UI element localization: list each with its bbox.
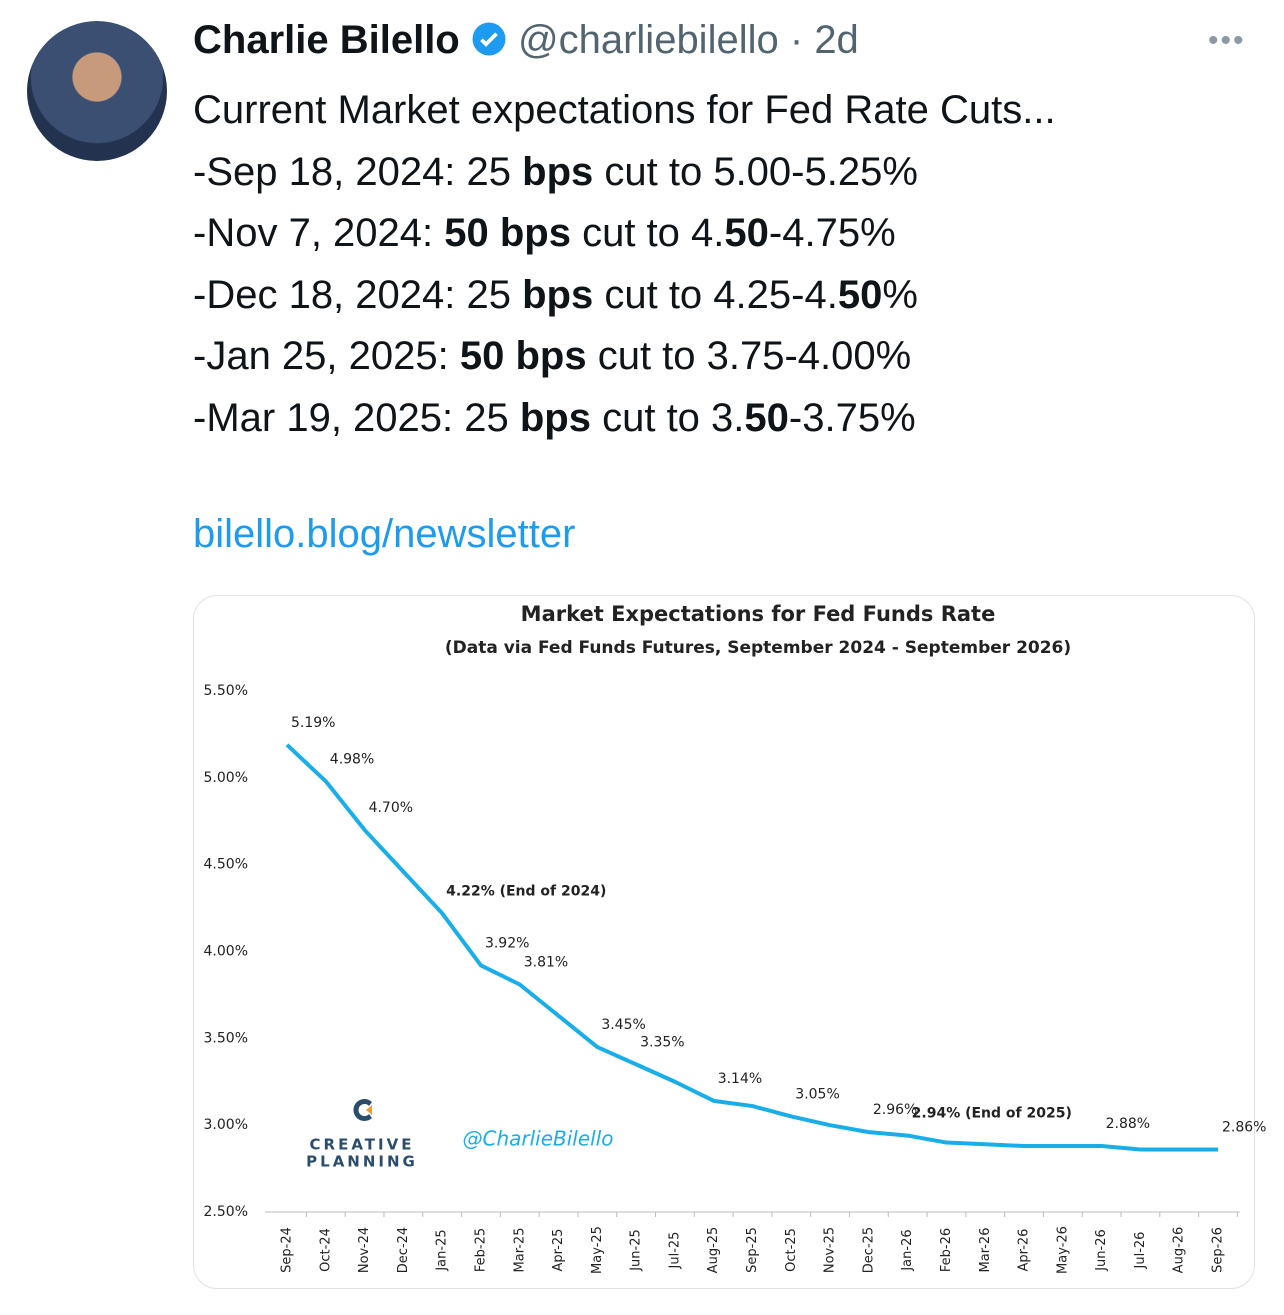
value-label: 2.94% (End of 2025) (912, 1106, 1072, 1122)
x-tick-label: Jan-26 (900, 1229, 915, 1271)
tweet-line: Current Market expectations for Fed Rate… (193, 80, 1056, 142)
x-tick-label: Aug-26 (1172, 1227, 1187, 1274)
watermark: @CharlieBilello (462, 1127, 613, 1151)
text-segment: -Sep 18, 2024: 25 (193, 149, 523, 194)
text-segment: 50 (724, 211, 769, 255)
logo-icon-accent (366, 1105, 372, 1115)
author-name[interactable]: Charlie Bilello (193, 18, 460, 62)
x-tick-label: Nov-24 (357, 1227, 372, 1273)
x-tick-label: Feb-25 (473, 1228, 488, 1272)
link[interactable]: bilello.blog/newsletter (193, 512, 576, 556)
logo-text: PLANNING (306, 1153, 418, 1171)
author-handle[interactable]: @charliebilello (518, 18, 779, 62)
text-segment: cut to 4. (570, 211, 725, 255)
text-segment: 50 bps (459, 334, 587, 378)
text-segment: bps (522, 272, 594, 317)
y-tick-label: 3.00% (204, 1117, 248, 1133)
text-segment: -Jan 25, 2025: (193, 334, 460, 378)
text-segment: -4.75% (768, 211, 896, 255)
x-tick-label: Apr-25 (551, 1229, 566, 1272)
value-label: 4.22% (End of 2024) (446, 883, 606, 899)
value-label: 4.98% (330, 751, 374, 767)
tweet-line: -Nov 7, 2024: 50 bps cut to 4.50-4.75% (193, 203, 1056, 265)
tweet-line: -Sep 18, 2024: 25 bps cut to 5.00-5.25% (193, 142, 1056, 204)
media-card[interactable] (193, 595, 1255, 1289)
tweet-header: Charlie Bilello @charliebilello · 2d (193, 18, 859, 63)
verified-badge (472, 22, 506, 56)
value-label: 3.45% (601, 1017, 645, 1033)
value-label: 4.70% (369, 800, 413, 816)
y-tick-label: 5.50% (204, 683, 248, 699)
value-label: 3.35% (640, 1034, 684, 1050)
x-tick-label: Oct-25 (784, 1228, 799, 1272)
value-label: 3.05% (795, 1086, 839, 1102)
text-segment: 50 bps (444, 211, 571, 255)
y-tick-label: 2.50% (204, 1204, 248, 1220)
value-label: 2.88% (1106, 1116, 1150, 1132)
separator: · (789, 18, 804, 62)
x-tick-label: May-26 (1055, 1226, 1070, 1274)
y-tick-label: 4.00% (204, 944, 248, 960)
value-label: 3.92% (485, 935, 529, 951)
text-segment: cut to 4.25-4. (593, 272, 838, 317)
y-tick-label: 5.00% (204, 770, 248, 786)
x-tick-label: Jan-25 (435, 1229, 450, 1271)
text-segment: cut to 3.75-4.00% (586, 334, 912, 378)
series-line (285, 743, 1218, 1152)
x-tick-label: Oct-24 (318, 1228, 333, 1272)
text-segment: bps (522, 149, 594, 194)
tweet-line: -Mar 19, 2025: 25 bps cut to 3.50-3.75% (193, 388, 1056, 450)
text-segment: bps (519, 395, 591, 440)
text-segment: 50 (744, 395, 789, 440)
chart-title: Market Expectations for Fed Funds Rate (521, 602, 996, 626)
logo-icon (353, 1099, 372, 1121)
x-tick-label: Nov-25 (823, 1227, 838, 1273)
avatar[interactable] (27, 21, 167, 161)
y-tick-label: 3.50% (204, 1030, 248, 1046)
text-segment: 50 (837, 272, 883, 317)
more-menu[interactable]: ••• (1208, 24, 1246, 57)
x-tick-label: Jul-25 (667, 1232, 682, 1270)
x-tick-label: Feb-26 (939, 1228, 954, 1272)
x-tick-label: Dec-25 (861, 1227, 876, 1273)
value-label: 3.14% (718, 1071, 762, 1087)
value-label: 5.19% (291, 715, 335, 731)
x-tick-label: May-25 (590, 1226, 605, 1274)
logo-text: CREATIVE (310, 1136, 415, 1154)
text-segment: % (882, 272, 918, 317)
text-segment: -3.75% (788, 395, 916, 440)
x-tick-label: Sep-26 (1211, 1227, 1226, 1273)
x-tick-label: Mar-25 (512, 1228, 527, 1273)
x-tick-label: Mar-26 (978, 1228, 993, 1273)
value-label: 3.81% (524, 954, 568, 970)
x-tick-label: Dec-24 (396, 1227, 411, 1273)
x-tick-label: Jul-26 (1133, 1232, 1148, 1270)
text-segment: cut to 5.00-5.25% (593, 149, 918, 194)
x-tick-label: Sep-24 (280, 1227, 295, 1273)
text-segment: -Nov 7, 2024: (193, 211, 445, 255)
x-tick-label: Apr-26 (1017, 1229, 1032, 1272)
value-label: 2.96% (873, 1102, 917, 1118)
y-tick-label: 4.50% (204, 857, 248, 873)
x-tick-label: Sep-25 (745, 1227, 760, 1273)
tweet-text: Current Market expectations for Fed Rate… (193, 80, 1056, 449)
text-segment: Current Market expectations for Fed Rate… (193, 88, 1056, 132)
value-label: 2.86% (1222, 1119, 1266, 1135)
text-segment: -Dec 18, 2024: 25 (193, 272, 523, 317)
tweet-line: -Dec 18, 2024: 25 bps cut to 4.25-4.50% (193, 265, 1056, 327)
x-tick-label: Jun-25 (629, 1229, 644, 1272)
tweet-line: -Jan 25, 2025: 50 bps cut to 3.75-4.00% (193, 326, 1056, 388)
timestamp[interactable]: 2d (814, 18, 859, 62)
text-segment: cut to 3. (590, 395, 745, 440)
x-tick-label: Jun-26 (1094, 1229, 1109, 1272)
chart-subtitle: (Data via Fed Funds Futures, September 2… (445, 638, 1071, 658)
text-segment: -Mar 19, 2025: 25 (193, 395, 520, 440)
x-tick-label: Aug-25 (706, 1227, 721, 1274)
